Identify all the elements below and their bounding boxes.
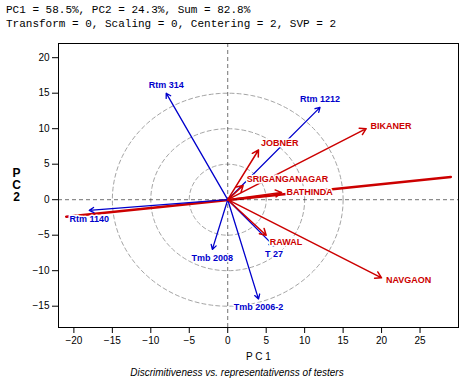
svg-text:−20: −20 <box>65 335 82 346</box>
svg-text:−5: −5 <box>38 229 50 240</box>
svg-text:Tmb 2006-2: Tmb 2006-2 <box>234 302 284 312</box>
svg-text:Rtm 1140: Rtm 1140 <box>70 214 110 224</box>
svg-text:−10: −10 <box>33 265 50 276</box>
svg-text:JOBNER: JOBNER <box>261 138 299 148</box>
svg-text:25: 25 <box>414 335 426 346</box>
svg-text:PC2: PC2 <box>12 166 21 204</box>
svg-text:20: 20 <box>376 335 388 346</box>
html-text:Discrimitiveness vs. represent: Discrimitiveness vs. representativenss o… <box>130 367 344 378</box>
svg-text:BATHINDA: BATHINDA <box>287 187 334 197</box>
svg-text:15: 15 <box>338 335 350 346</box>
svg-text:SRIGANGANAGAR: SRIGANGANAGAR <box>247 174 329 184</box>
svg-text:Rtm 314: Rtm 314 <box>149 80 184 90</box>
svg-text:Rtm 1212: Rtm 1212 <box>300 94 340 104</box>
svg-text:0: 0 <box>225 335 231 346</box>
svg-text:−5: −5 <box>184 335 196 346</box>
svg-text:NAVGAON: NAVGAON <box>386 275 431 285</box>
svg-text:Tmb 2008: Tmb 2008 <box>192 253 234 263</box>
svg-text:−15: −15 <box>33 300 50 311</box>
svg-text:BIKANER: BIKANER <box>371 121 413 131</box>
svg-text:5: 5 <box>44 158 50 169</box>
svg-text:0: 0 <box>44 194 50 205</box>
html-text:Transform = 0, Scaling = 0, Ce: Transform = 0, Scaling = 0, Centering = … <box>6 18 337 30</box>
svg-text:5: 5 <box>263 335 269 346</box>
svg-text:10: 10 <box>299 335 311 346</box>
svg-text:−15: −15 <box>104 335 121 346</box>
html-text:PC1 = 58.5%, PC2 = 24.3%, Sum: PC1 = 58.5%, PC2 = 24.3%, Sum = 82.8% <box>6 4 251 16</box>
svg-text:P C 1: P C 1 <box>246 351 271 362</box>
svg-text:−10: −10 <box>142 335 159 346</box>
svg-text:10: 10 <box>38 123 50 134</box>
svg-text:T 27: T 27 <box>265 249 283 259</box>
svg-text:20: 20 <box>38 52 50 63</box>
svg-text:15: 15 <box>38 87 50 98</box>
svg-text:RAWAL: RAWAL <box>270 237 303 247</box>
